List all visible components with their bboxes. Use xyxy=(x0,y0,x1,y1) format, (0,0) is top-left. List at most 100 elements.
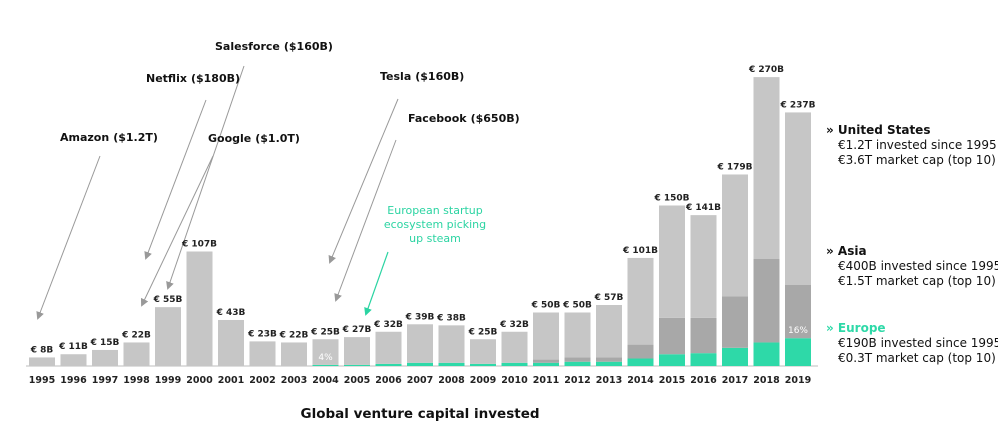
annotation-arrow-salesforce xyxy=(166,65,245,290)
bar-united-states-1999 xyxy=(155,307,181,366)
bar-united-states-1998 xyxy=(123,342,150,366)
bar-europe-2008 xyxy=(438,362,465,366)
year-label-2008: 2008 xyxy=(438,375,465,386)
value-label-2012: € 50B xyxy=(562,301,592,311)
bar-united-states-2017 xyxy=(722,174,748,297)
bar-asia-2018 xyxy=(753,259,780,343)
year-label-1997: 1997 xyxy=(92,375,118,386)
legend-asia-line-2: €1.5T market cap (top 10) xyxy=(838,274,996,288)
ecosystem-note-line-1: European startup xyxy=(387,204,482,217)
annotation-salesforce-value: ($160B) xyxy=(284,40,333,53)
bar-asia-2015 xyxy=(659,317,685,355)
bar-asia-2017 xyxy=(722,296,748,348)
value-label-2009: € 25B xyxy=(468,327,498,337)
annotation-google-name: Google xyxy=(208,132,251,145)
value-label-2018: € 270B xyxy=(748,65,784,75)
bar-united-states-2003 xyxy=(281,342,307,366)
ecosystem-note-line-2: ecosystem picking xyxy=(384,218,486,231)
annotation-netflix-name: Netflix xyxy=(146,72,187,85)
bar-united-states-2013 xyxy=(596,305,622,358)
bar-europe-2016 xyxy=(690,353,717,366)
annotation-arrow-google xyxy=(140,155,214,307)
legend-asia-line-1: €400B invested since 1995 xyxy=(838,259,998,273)
value-label-2004: € 25B xyxy=(310,327,340,337)
bar-europe-2015 xyxy=(659,354,685,366)
bar-europe-2010 xyxy=(501,362,528,366)
bar-asia-2014 xyxy=(627,344,654,359)
annotation-facebook: Facebook ($650B) xyxy=(408,112,520,125)
value-label-2013: € 57B xyxy=(594,293,624,303)
value-label-1998: € 22B xyxy=(121,330,151,340)
value-label-2017: € 179B xyxy=(716,162,752,172)
bar-united-states-2009 xyxy=(470,339,496,364)
value-label-2003: € 22B xyxy=(279,330,309,340)
legend-heading-europe: » Europe xyxy=(826,321,886,335)
bar-united-states-1997 xyxy=(92,349,118,366)
annotation-amazon-value: ($1.2T) xyxy=(113,131,158,144)
legend-heading-asia: » Asia xyxy=(826,244,867,258)
ecosystem-note-arrow xyxy=(364,251,389,316)
year-label-2012: 2012 xyxy=(564,375,590,386)
year-label-2017: 2017 xyxy=(722,375,748,386)
bar-united-states-2008 xyxy=(438,325,465,363)
legend-europe-line-2: €0.3T market cap (top 10) xyxy=(838,351,996,365)
bar-europe-2006 xyxy=(375,363,402,366)
annotation-arrow-facebook xyxy=(334,139,397,302)
value-label-1999: € 55B xyxy=(153,295,183,305)
year-label-2014: 2014 xyxy=(627,375,654,386)
year-label-2007: 2007 xyxy=(407,375,433,386)
bar-united-states-2018 xyxy=(753,77,780,259)
bar-europe-2018 xyxy=(753,342,780,366)
year-label-2015: 2015 xyxy=(659,375,685,386)
bar-united-states-1996 xyxy=(60,354,87,366)
value-label-2002: € 23B xyxy=(247,329,277,339)
bar-united-states-2019 xyxy=(785,112,811,285)
value-label-2011: € 50B xyxy=(531,301,561,311)
value-label-1997: € 15B xyxy=(90,338,120,348)
annotation-tesla: Tesla ($160B) xyxy=(380,70,464,83)
value-label-2006: € 32B xyxy=(373,320,403,330)
value-label-1996: € 11B xyxy=(58,342,88,352)
year-label-2003: 2003 xyxy=(281,375,307,386)
annotation-arrows xyxy=(36,65,399,320)
value-label-2014: € 101B xyxy=(622,246,658,256)
annotation-salesforce-name: Salesforce xyxy=(215,40,280,53)
bar-asia-2016 xyxy=(690,317,717,354)
annotation-arrow-netflix xyxy=(144,99,207,260)
bar-europe-2009 xyxy=(470,363,496,366)
year-label-2000: 2000 xyxy=(186,375,213,386)
bar-united-states-2015 xyxy=(659,205,685,318)
year-label-2018: 2018 xyxy=(753,375,780,386)
bar-united-states-2005 xyxy=(344,337,370,365)
annotation-google-value: ($1.0T) xyxy=(255,132,300,145)
bar-europe-2013 xyxy=(596,361,622,366)
bar-europe-2019 xyxy=(785,338,811,366)
year-label-1995: 1995 xyxy=(29,375,55,386)
legend-united-states-line-2: €3.6T market cap (top 10) xyxy=(838,153,996,167)
ecosystem-note-line-3: up steam xyxy=(409,232,461,245)
bar-united-states-2016 xyxy=(690,215,717,318)
legend: » United States€1.2T invested since 1995… xyxy=(826,123,998,365)
bar-united-states-2006 xyxy=(375,331,402,364)
annotation-google: Google ($1.0T) xyxy=(208,132,300,145)
annotation-arrow-amazon xyxy=(36,155,101,320)
bar-united-states-2011 xyxy=(533,312,559,360)
pct-label-2019: 16% xyxy=(788,326,808,336)
bar-europe-2014 xyxy=(627,358,654,366)
bar-europe-2007 xyxy=(407,362,433,366)
bar-united-states-2000 xyxy=(186,251,213,366)
year-label-2005: 2005 xyxy=(344,375,370,386)
bar-asia-2019 xyxy=(785,284,811,339)
value-label-2005: € 27B xyxy=(342,325,372,335)
annotation-amazon-name: Amazon xyxy=(60,131,109,144)
year-label-2019: 2019 xyxy=(785,375,811,386)
value-label-1995: € 8B xyxy=(30,345,54,355)
pct-label-2004: 4% xyxy=(318,353,333,363)
bar-europe-2012 xyxy=(564,361,591,366)
labels-group: € 8B 1995 € 11B 1996 € 15B 1997 € 22B 1998 € 55B… xyxy=(29,40,816,386)
bar-united-states-2010 xyxy=(501,331,528,363)
year-label-2013: 2013 xyxy=(596,375,622,386)
annotation-netflix: Netflix ($180B) xyxy=(146,72,240,85)
year-label-1996: 1996 xyxy=(60,375,87,386)
